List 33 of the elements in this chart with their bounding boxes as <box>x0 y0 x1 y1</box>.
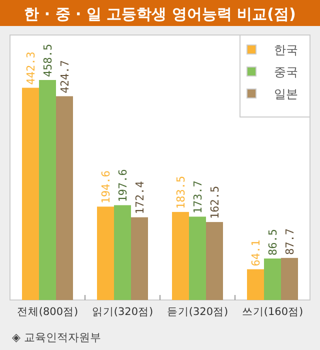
bar <box>22 88 39 300</box>
chart-title: 한 · 중 · 일 고등학생 영어능력 비교(점) <box>24 5 296 23</box>
data-label: 442.3 <box>24 52 38 85</box>
x-tick-label: 읽기(320점) <box>92 306 154 318</box>
bar <box>114 205 131 300</box>
bar <box>97 206 114 300</box>
legend-label: 중국 <box>274 65 298 79</box>
data-label: 87.7 <box>284 228 296 255</box>
bar <box>247 269 264 300</box>
bar <box>56 96 73 300</box>
text: ◈ 교육인적자원부 <box>12 331 101 344</box>
data-label: 424.7 <box>58 60 72 94</box>
data-label: 197.6 <box>116 169 130 202</box>
bar <box>39 80 56 300</box>
bar <box>206 222 223 300</box>
data-label: 183.5 <box>174 176 188 209</box>
data-label: 458.5 <box>42 44 54 77</box>
x-tick-label: 쓰기(160점) <box>242 306 304 318</box>
data-label: 172.4 <box>134 180 146 214</box>
legend-label: 한국 <box>274 43 298 57</box>
data-label: 194.6 <box>100 170 112 204</box>
bar <box>172 212 189 300</box>
data-label: 86.5 <box>266 228 280 256</box>
bar <box>131 217 148 300</box>
bar <box>281 258 298 300</box>
x-tick-label: 듣기(320점) <box>166 306 228 318</box>
bar <box>189 216 206 300</box>
bar <box>264 258 281 300</box>
x-tick-label: 전체(800점) <box>16 306 78 318</box>
data-label: 173.7 <box>192 180 204 214</box>
legend-label: 일본 <box>274 87 298 101</box>
data-label: 64.1 <box>250 240 262 266</box>
data-label: 162.5 <box>208 186 222 220</box>
